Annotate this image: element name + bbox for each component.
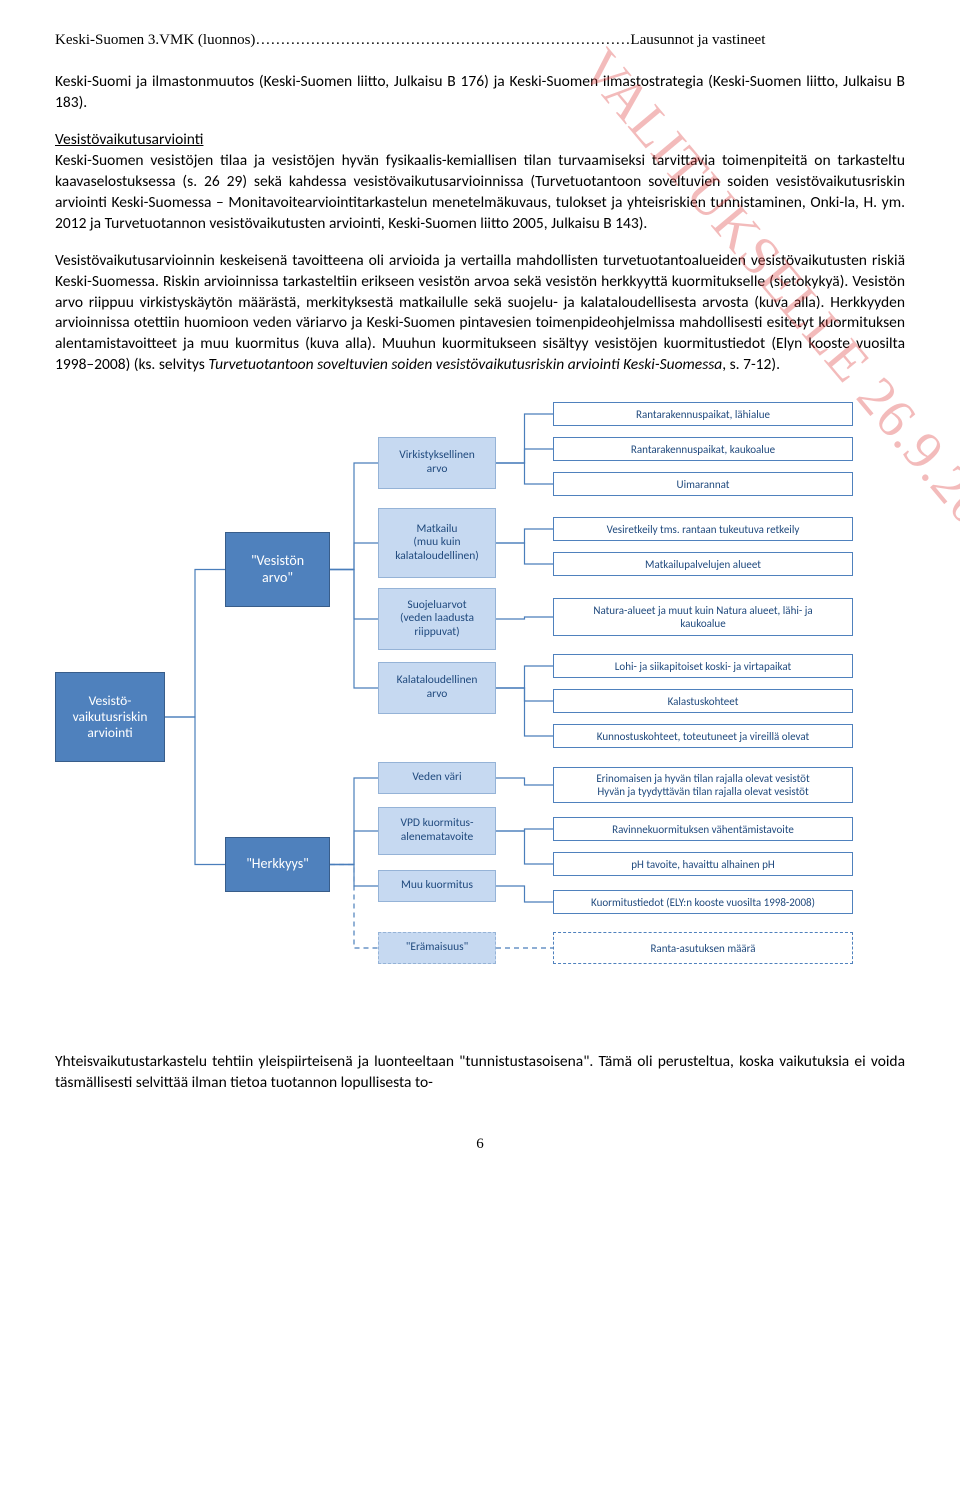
- header-right: Lausunnot ja vastineet: [630, 32, 765, 48]
- page-header: Keski-Suomen 3.VMK (luonnos)…………………………………: [55, 30, 905, 50]
- diagram-node: Suojeluarvot(veden laadustariippuvat): [378, 588, 496, 650]
- diagram-node: Muu kuormitus: [378, 870, 496, 902]
- diagram-node: Rantarakennuspaikat, lähialue: [553, 402, 853, 426]
- diagram-node: Kunnostuskohteet, toteutuneet ja vireill…: [553, 724, 853, 748]
- tree-diagram: Vesistö-vaikutusriskinarviointi "Vesistön…: [55, 392, 905, 1032]
- diagram-node: Matkailupalvelujen alueet: [553, 552, 853, 576]
- diagram-node: Uimarannat: [553, 472, 853, 496]
- diagram-node: "Herkkyys": [225, 837, 330, 892]
- diagram-node: Vesiretkeily tms. rantaan tukeutuva retk…: [553, 517, 853, 541]
- p2-body: Keski-Suomen vesistöjen tilaa ja vesistö…: [55, 151, 905, 233]
- diagram-node: Virkistyksellinenarvo: [378, 437, 496, 489]
- diagram-node: Lohi- ja siikapitoiset koski- ja virtapa…: [553, 654, 853, 678]
- diagram-node: Kalastuskohteet: [553, 689, 853, 713]
- paragraph-4: Yhteisvaikutustarkastelu tehtiin yleispi…: [55, 1052, 905, 1094]
- p3-tail: , s. 7-12).: [722, 355, 780, 374]
- paragraph-2: Vesistövaikutusarviointi Keski-Suomen ve…: [55, 130, 905, 235]
- diagram-node: "Vesistönarvo": [225, 532, 330, 607]
- diagram-node: Ranta-asutuksen määrä: [553, 932, 853, 964]
- diagram-node: pH tavoite, havaittu alhainen pH: [553, 852, 853, 876]
- diagram-node: Veden väri: [378, 762, 496, 794]
- diagram-node: Rantarakennuspaikat, kaukoalue: [553, 437, 853, 461]
- diagram-node: Matkailu(muu kuinkalataloudellinen): [378, 508, 496, 578]
- diagram-node: VPD kuormitus-alenematavoite: [378, 807, 496, 855]
- diagram-node: Ravinnekuormituksen vähentämistavoite: [553, 817, 853, 841]
- paragraph-3: Vesistövaikutusarvioinnin keskeisenä tav…: [55, 251, 905, 377]
- page-number: 6: [55, 1134, 905, 1154]
- diagram-node: Erinomaisen ja hyvän tilan rajalla oleva…: [553, 767, 853, 803]
- header-left: Keski-Suomen 3.VMK (luonnos): [55, 32, 255, 48]
- diagram-node: Natura-alueet ja muut kuin Natura alueet…: [553, 598, 853, 636]
- p2-heading: Vesistövaikutusarviointi: [55, 130, 203, 149]
- paragraph-1: Keski-Suomi ja ilmastonmuutos (Keski-Suo…: [55, 72, 905, 114]
- p3-italic: Turvetuotantoon soveltuvien soiden vesis…: [208, 355, 722, 374]
- diagram-node: "Erämaisuus": [378, 932, 496, 964]
- diagram-node: Kalataloudellinenarvo: [378, 662, 496, 714]
- header-dots: …………………………………………………………………: [255, 32, 630, 48]
- diagram-node: Kuormitustiedot (ELY:n kooste vuosilta 1…: [553, 890, 853, 914]
- diagram-node: Vesistö-vaikutusriskinarviointi: [55, 672, 165, 762]
